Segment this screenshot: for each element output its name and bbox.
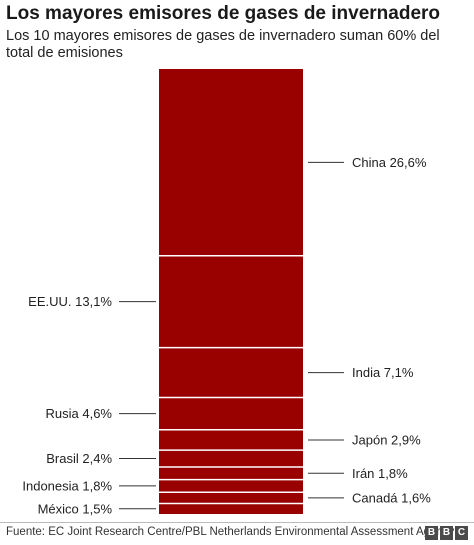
bbc-logo: B B C <box>425 526 468 540</box>
bar-segment-4 <box>159 429 303 451</box>
data-label-1: EE.UU. 13,1% <box>28 294 112 309</box>
bar-segment-2 <box>159 347 303 398</box>
data-label-3: Rusia 4,6% <box>46 406 113 421</box>
bar-segment-7 <box>159 479 303 493</box>
data-label-0: China 26,6% <box>352 155 427 170</box>
logo-block-c: C <box>455 526 468 540</box>
logo-block-b2: B <box>440 526 453 540</box>
data-label-9: México 1,5% <box>38 501 113 516</box>
data-label-5: Brasil 2,4% <box>46 451 112 466</box>
bar-segment-8 <box>159 492 303 504</box>
data-label-8: Canadá 1,6% <box>352 490 431 505</box>
bar-segment-9 <box>159 503 303 514</box>
bar-segment-0 <box>159 69 303 256</box>
bar-segment-1 <box>159 255 303 348</box>
footer-divider <box>0 522 474 523</box>
source-note: Fuente: EC Joint Research Centre/PBL Net… <box>6 526 455 538</box>
data-label-2: India 7,1% <box>352 365 414 380</box>
bar-segment-6 <box>159 466 303 480</box>
chart-subtitle: Los 10 mayores emisores de gases de inve… <box>6 28 440 61</box>
logo-block-b1: B <box>425 526 438 540</box>
data-label-6: Irán 1,8% <box>352 466 408 481</box>
chart-title: Los mayores emisores de gases de inverna… <box>6 3 441 24</box>
data-label-7: Indonesia 1,8% <box>22 478 112 493</box>
bar-segment-3 <box>159 397 303 430</box>
data-label-4: Japón 2,9% <box>352 433 421 448</box>
bar-segment-5 <box>159 450 303 467</box>
